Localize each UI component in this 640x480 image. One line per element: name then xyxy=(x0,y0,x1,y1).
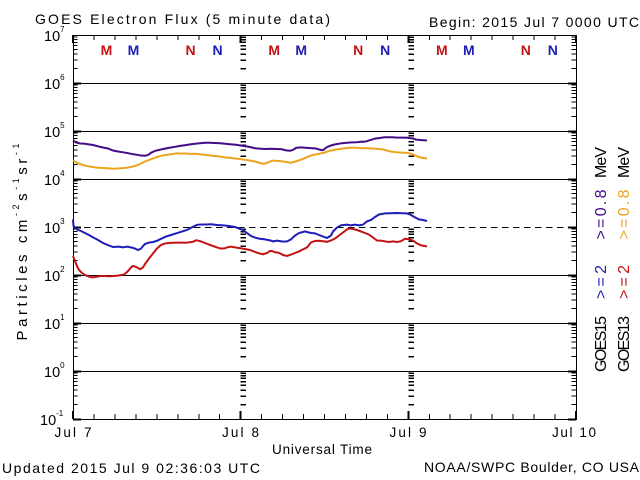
svg-text:M: M xyxy=(295,42,307,58)
svg-text:>=2: >=2 xyxy=(616,265,633,299)
svg-text:M: M xyxy=(128,42,140,58)
svg-text:>=0.8: >=0.8 xyxy=(593,189,610,239)
svg-text:107: 107 xyxy=(44,25,65,45)
svg-text:GOES13: GOES13 xyxy=(616,316,633,372)
svg-text:N: N xyxy=(353,42,363,58)
svg-text:M: M xyxy=(436,42,448,58)
svg-text:>=0.8: >=0.8 xyxy=(616,189,633,239)
svg-text:104: 104 xyxy=(44,169,65,189)
svg-text:MeV: MeV xyxy=(616,147,633,178)
svg-text:N: N xyxy=(521,42,531,58)
svg-text:NOAA/SWPC Boulder, CO USA: NOAA/SWPC Boulder, CO USA xyxy=(424,459,640,475)
svg-text:Updated 2015 Jul 9 02:36:03 U: Updated 2015 Jul 9 02:36:03 UTC xyxy=(2,460,260,476)
svg-text:N: N xyxy=(380,42,390,58)
svg-text:102: 102 xyxy=(44,265,65,285)
svg-text:Jul 10: Jul 10 xyxy=(552,425,596,440)
svg-text:MeV: MeV xyxy=(593,147,610,178)
svg-text:101: 101 xyxy=(44,313,65,333)
svg-text:N: N xyxy=(548,42,558,58)
svg-text:Jul 9: Jul 9 xyxy=(390,425,427,440)
svg-text:M: M xyxy=(268,42,280,58)
svg-text:>=2: >=2 xyxy=(593,265,610,299)
svg-text:103: 103 xyxy=(44,217,65,237)
svg-text:Begin: 2015 Jul 7 0000 UTC: Begin: 2015 Jul 7 0000 UTC xyxy=(429,14,639,30)
svg-text:GOES Electron Flux (5 minute d: GOES Electron Flux (5 minute data) xyxy=(35,11,330,27)
svg-text:105: 105 xyxy=(44,121,65,141)
svg-text:N: N xyxy=(212,42,222,58)
svg-text:Jul 8: Jul 8 xyxy=(222,425,259,440)
svg-text:M: M xyxy=(101,42,113,58)
svg-text:Particles cm-2s-1sr-1: Particles cm-2s-1sr-1 xyxy=(11,144,31,341)
svg-text:Jul 7: Jul 7 xyxy=(55,425,92,440)
svg-text:Universal Time: Universal Time xyxy=(272,442,372,457)
svg-text:M: M xyxy=(463,42,475,58)
svg-text:N: N xyxy=(185,42,195,58)
svg-text:100: 100 xyxy=(44,361,65,381)
svg-text:GOES15: GOES15 xyxy=(593,316,610,372)
svg-text:106: 106 xyxy=(44,73,65,93)
